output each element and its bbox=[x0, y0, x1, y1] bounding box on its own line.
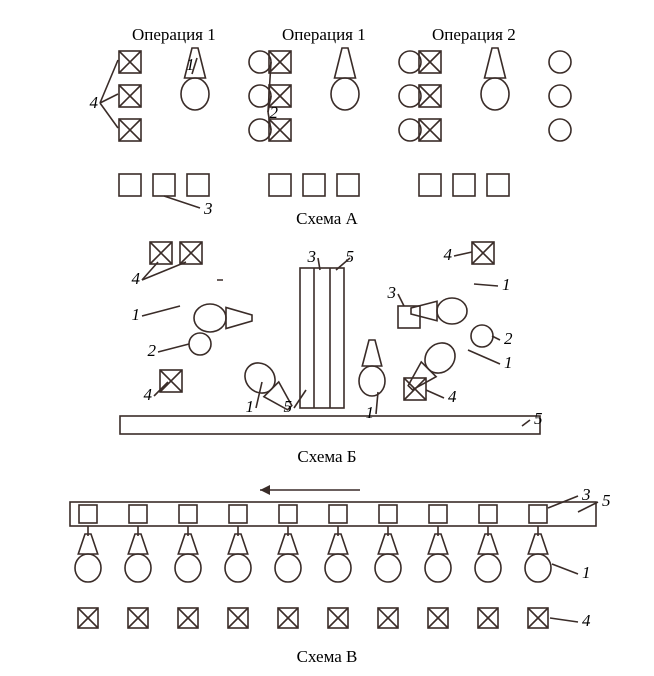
svg-text:5: 5 bbox=[534, 409, 543, 428]
svg-text:4: 4 bbox=[444, 245, 453, 264]
svg-text:3: 3 bbox=[387, 283, 397, 302]
svg-text:4: 4 bbox=[448, 387, 457, 406]
svg-text:1: 1 bbox=[502, 275, 511, 294]
svg-text:Операция 1: Операция 1 bbox=[132, 25, 216, 44]
svg-text:5: 5 bbox=[346, 247, 355, 266]
svg-text:2: 2 bbox=[504, 329, 513, 348]
svg-text:3: 3 bbox=[203, 199, 213, 218]
svg-text:5: 5 bbox=[284, 397, 293, 416]
svg-text:1: 1 bbox=[366, 403, 375, 422]
schema-v: 35 1 4 Схема В bbox=[70, 485, 611, 666]
svg-text:1: 1 bbox=[504, 353, 513, 372]
diagram-svg: Операция 1Операция 1Операция 24123Схема … bbox=[0, 0, 654, 676]
svg-text:1: 1 bbox=[582, 563, 591, 582]
schema-b: 4124153531414215Схема Б bbox=[120, 242, 543, 466]
svg-text:Схема А: Схема А bbox=[296, 209, 358, 228]
svg-text:Схема Б: Схема Б bbox=[297, 447, 356, 466]
svg-text:2: 2 bbox=[148, 341, 157, 360]
svg-text:5: 5 bbox=[602, 491, 611, 510]
svg-text:4: 4 bbox=[132, 269, 141, 288]
svg-text:3: 3 bbox=[581, 485, 591, 504]
svg-text:Операция 1: Операция 1 bbox=[282, 25, 366, 44]
svg-text:4: 4 bbox=[90, 93, 99, 112]
svg-text:Операция 2: Операция 2 bbox=[432, 25, 516, 44]
svg-text:1: 1 bbox=[246, 397, 255, 416]
svg-text:4: 4 bbox=[144, 385, 153, 404]
schema-a: Операция 1Операция 1Операция 24123Схема … bbox=[90, 25, 572, 228]
svg-text:Схема В: Схема В bbox=[297, 647, 358, 666]
svg-text:1: 1 bbox=[132, 305, 141, 324]
svg-text:4: 4 bbox=[582, 611, 591, 630]
svg-text:2: 2 bbox=[270, 103, 279, 122]
svg-text:3: 3 bbox=[307, 247, 317, 266]
